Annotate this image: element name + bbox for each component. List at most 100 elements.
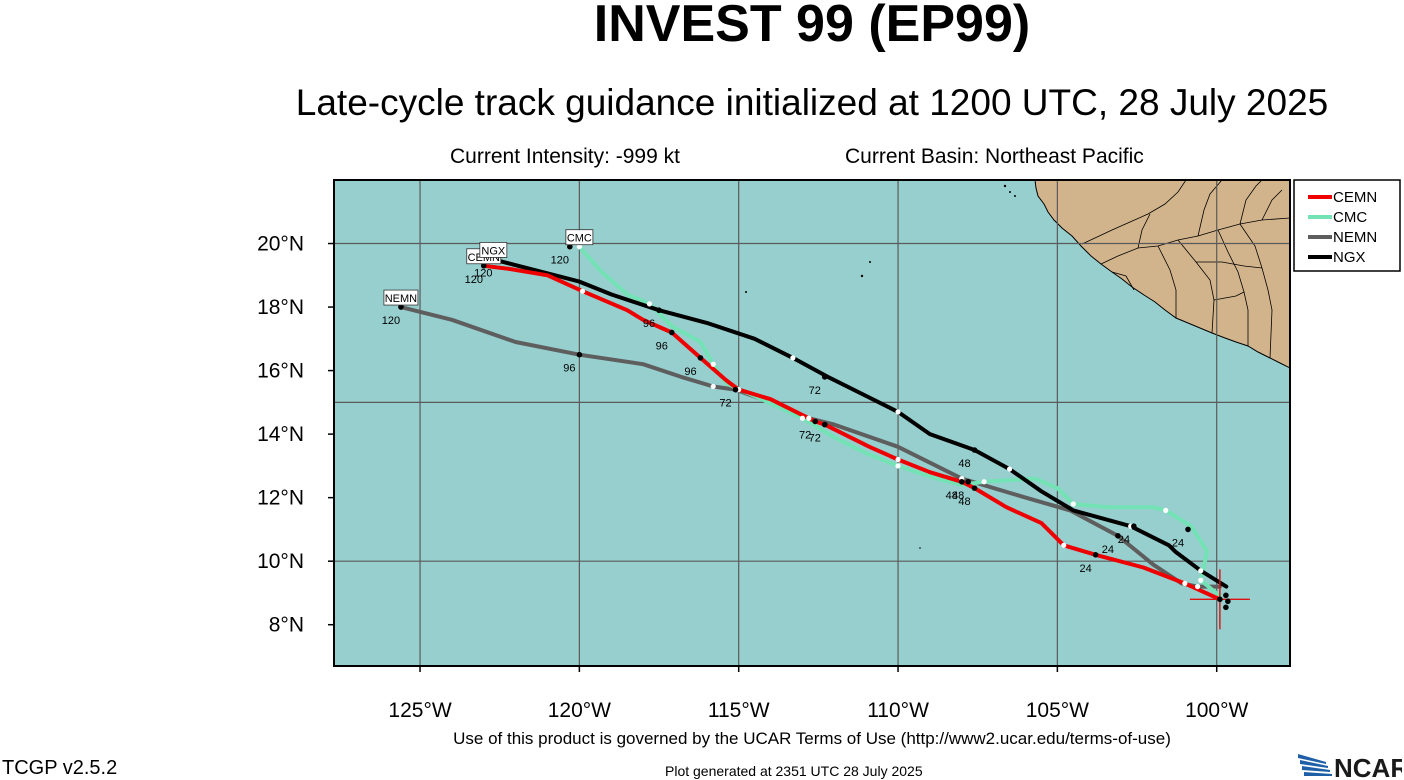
lon-tick-label: 115°W (708, 699, 770, 722)
track-point-cmc (1163, 507, 1169, 513)
lat-tick-label: 10°N (257, 550, 304, 573)
forecast-hour-dot (576, 351, 583, 358)
forecast-hour-label: 24 (1079, 563, 1091, 575)
forecast-hour-label: 120 (382, 315, 400, 327)
track-end-label-box (479, 242, 508, 258)
lon-tick-label: 110°W (867, 699, 929, 722)
forecast-hour-dot (958, 478, 965, 485)
legend: CEMN CMC NEMN NGX (1293, 179, 1401, 272)
forecast-hour-dot (1131, 523, 1137, 530)
forecast-hour-label: 48 (952, 490, 964, 502)
generated-timestamp: Plot generated at 2351 UTC 28 July 2025 (665, 763, 923, 779)
forecast-hour-label: 120 (474, 267, 492, 279)
track-cemn (481, 263, 1222, 602)
forecast-hour-dot (697, 355, 704, 361)
track-point-cmc (1070, 501, 1076, 507)
forecast-hour-dot (732, 386, 739, 393)
forecast-hour-dot (1185, 526, 1191, 533)
current-basin: Current Basin: Northeast Pacific (845, 145, 1144, 168)
forecast-hour-label: 96 (684, 366, 696, 378)
forecast-hour-dot (1115, 532, 1121, 539)
track-point-ngx (895, 409, 901, 415)
track-point-nemn (1194, 583, 1201, 590)
legend-label-nemn: NEMN (1333, 229, 1377, 246)
lon-tick-label: 120°W (548, 699, 611, 722)
forecast-hour-label: 48 (946, 490, 958, 502)
forecast-hour-label: 72 (809, 385, 821, 397)
forecast-hour-label: 24 (1102, 544, 1114, 556)
forecast-hour-dot (821, 374, 828, 380)
forecast-hour-dot (398, 304, 404, 310)
forecast-hour-dot (656, 307, 662, 314)
forecast-hour-dot (1092, 552, 1099, 558)
legend-label-cmc: CMC (1333, 209, 1367, 226)
ncar-logo-text: NCAR (1334, 753, 1402, 780)
forecast-hour-dot (480, 262, 487, 269)
legend-label-cemn: CEMN (1333, 189, 1377, 206)
state-borders (1081, 180, 1290, 359)
forecast-hour-label: 96 (643, 318, 655, 330)
lat-tick-label: 8°N (269, 614, 304, 637)
forecast-hour-dot (971, 447, 978, 453)
page-subtitle: Late-cycle track guidance initialized at… (295, 82, 1329, 123)
current-position-marker (1189, 569, 1250, 630)
track-end-label-box (565, 229, 594, 246)
track-point-cemn (1061, 542, 1067, 548)
land-mexico (1034, 180, 1290, 369)
current-intensity: Current Intensity: -999 kt (450, 145, 680, 168)
forecast-hour-label: 120 (551, 255, 569, 267)
page-title: INVEST 99 (EP99) (593, 0, 1031, 53)
forecast-hour-label: 72 (799, 429, 811, 441)
forecast-hour-label: 96 (656, 340, 668, 352)
track-point-cmc (1198, 577, 1204, 583)
forecast-hour-dot (965, 478, 971, 485)
forecast-hour-dot (812, 418, 818, 425)
track-point-nemn (806, 415, 812, 421)
track-point-cmc (576, 244, 582, 250)
track-end-label-cmc: CMC (567, 233, 592, 245)
initial-position-dot (1223, 604, 1229, 611)
track-end-label-box (383, 289, 419, 306)
forecast-hour-dot (567, 243, 573, 250)
lat-tick-label: 18°N (257, 296, 304, 319)
lat-tick-label: 20°N (257, 233, 304, 256)
lon-tick-label: 125°W (388, 699, 451, 722)
forecast-hour-label: 72 (719, 398, 731, 410)
track-point-cmc (895, 463, 901, 469)
forecast-hour-label: 48 (958, 458, 970, 470)
track-point-cmc (646, 301, 653, 307)
forecast-markers: 24 48 72 96 120 24 48 72 96 120 24 48 72 96 120 24 48 72 9… (382, 243, 1204, 590)
forecast-hour-label: 96 (563, 363, 575, 375)
lon-tick-label: 105°W (1026, 699, 1089, 722)
lat-tick-label: 16°N (257, 360, 304, 383)
ncar-logo: NCAR (1298, 753, 1402, 780)
track-point-cemn (1182, 580, 1188, 587)
track-end-label-ngx: NGX (481, 245, 506, 257)
track-point-cmc (710, 361, 716, 367)
forecast-hour-label: 24 (1172, 537, 1184, 549)
track-point-cmc (799, 415, 806, 421)
track-point-nemn (710, 383, 716, 390)
track-nemn (398, 305, 1222, 589)
track-point-cemn (579, 288, 586, 294)
lat-tick-label: 12°N (257, 487, 304, 510)
islands (745, 184, 1016, 549)
track-point-cemn (895, 456, 901, 463)
initial-position-dot (1225, 598, 1231, 605)
track-ngx (491, 257, 1229, 589)
forecast-hour-label: 120 (465, 274, 483, 286)
track-end-label-nemn: NEMN (385, 293, 417, 305)
legend-label-ngx: NGX (1333, 249, 1366, 266)
initial-position-dot (1217, 596, 1223, 603)
initial-position-dot (1223, 592, 1229, 599)
forecast-hour-dot (821, 421, 828, 428)
track-point-ngx (1198, 568, 1204, 574)
track-point-ngx (1006, 466, 1013, 472)
lat-tick-label: 14°N (257, 423, 304, 446)
forecast-hour-dot (971, 485, 978, 491)
lon-tick-label: 100°W (1185, 699, 1248, 722)
ncar-logo-mark (1298, 754, 1332, 776)
track-point-ngx (790, 355, 796, 361)
